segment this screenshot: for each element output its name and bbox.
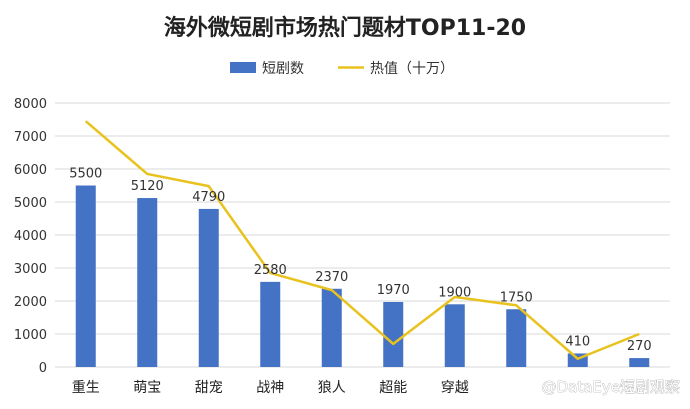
y-tick-label: 6000 (14, 163, 47, 178)
data-label: 1900 (438, 285, 471, 300)
category-label: 萌宝 (133, 380, 161, 396)
data-labels: 5500 5120 4790 2580 2370 1970 1900 1750 410 270 (69, 167, 651, 355)
y-tick-label: 7000 (14, 130, 47, 145)
bars (75, 185, 650, 367)
y-tick-label: 1000 (14, 328, 47, 343)
legend-bar-swatch (230, 62, 256, 73)
category-label: 重生 (72, 380, 100, 396)
line-series-path (84, 120, 640, 360)
category-label: 超能 (379, 380, 407, 396)
watermark: @DataEye短剧观察 (542, 378, 680, 396)
gridlines (55, 102, 670, 368)
bar (383, 301, 404, 367)
bar (444, 304, 465, 367)
category-label: 穿越 (441, 380, 469, 396)
y-tick-label: 3000 (14, 262, 47, 277)
x-axis-categories: 重生 萌宝 甜宠 战神 狼人 超能 穿越 (72, 380, 469, 396)
data-label: 2370 (315, 270, 348, 285)
data-label: 5120 (131, 179, 164, 194)
legend-bar-label: 短剧数 (262, 61, 304, 77)
bar (629, 358, 650, 367)
data-label: 2580 (254, 263, 287, 278)
bar (198, 208, 219, 367)
y-tick-label: 2000 (14, 295, 47, 310)
category-label: 战神 (256, 380, 284, 396)
data-label: 410 (565, 334, 590, 349)
data-label: 1970 (377, 283, 410, 298)
bar (260, 281, 281, 367)
bar (506, 309, 527, 367)
chart-title: 海外微短剧市场热门题材TOP11-20 (164, 15, 526, 41)
category-label: 甜宠 (195, 380, 223, 396)
bar (137, 198, 158, 367)
y-tick-label: 5000 (14, 196, 47, 211)
data-label: 1750 (500, 290, 533, 305)
y-tick-label: 4000 (14, 229, 47, 244)
line-series (84, 120, 640, 360)
bar (75, 185, 96, 367)
legend: 短剧数 热值（十万） (230, 61, 454, 77)
y-tick-label: 0 (39, 361, 47, 376)
data-label: 5500 (69, 167, 102, 182)
bar (321, 288, 342, 367)
legend-line-label: 热值（十万） (370, 61, 454, 77)
data-label: 4790 (192, 190, 225, 205)
category-label: 狼人 (318, 380, 346, 396)
y-axis-ticks: 0 1000 2000 3000 4000 5000 6000 7000 8000 (14, 97, 47, 376)
data-label: 270 (627, 339, 652, 354)
y-tick-label: 8000 (14, 97, 47, 112)
